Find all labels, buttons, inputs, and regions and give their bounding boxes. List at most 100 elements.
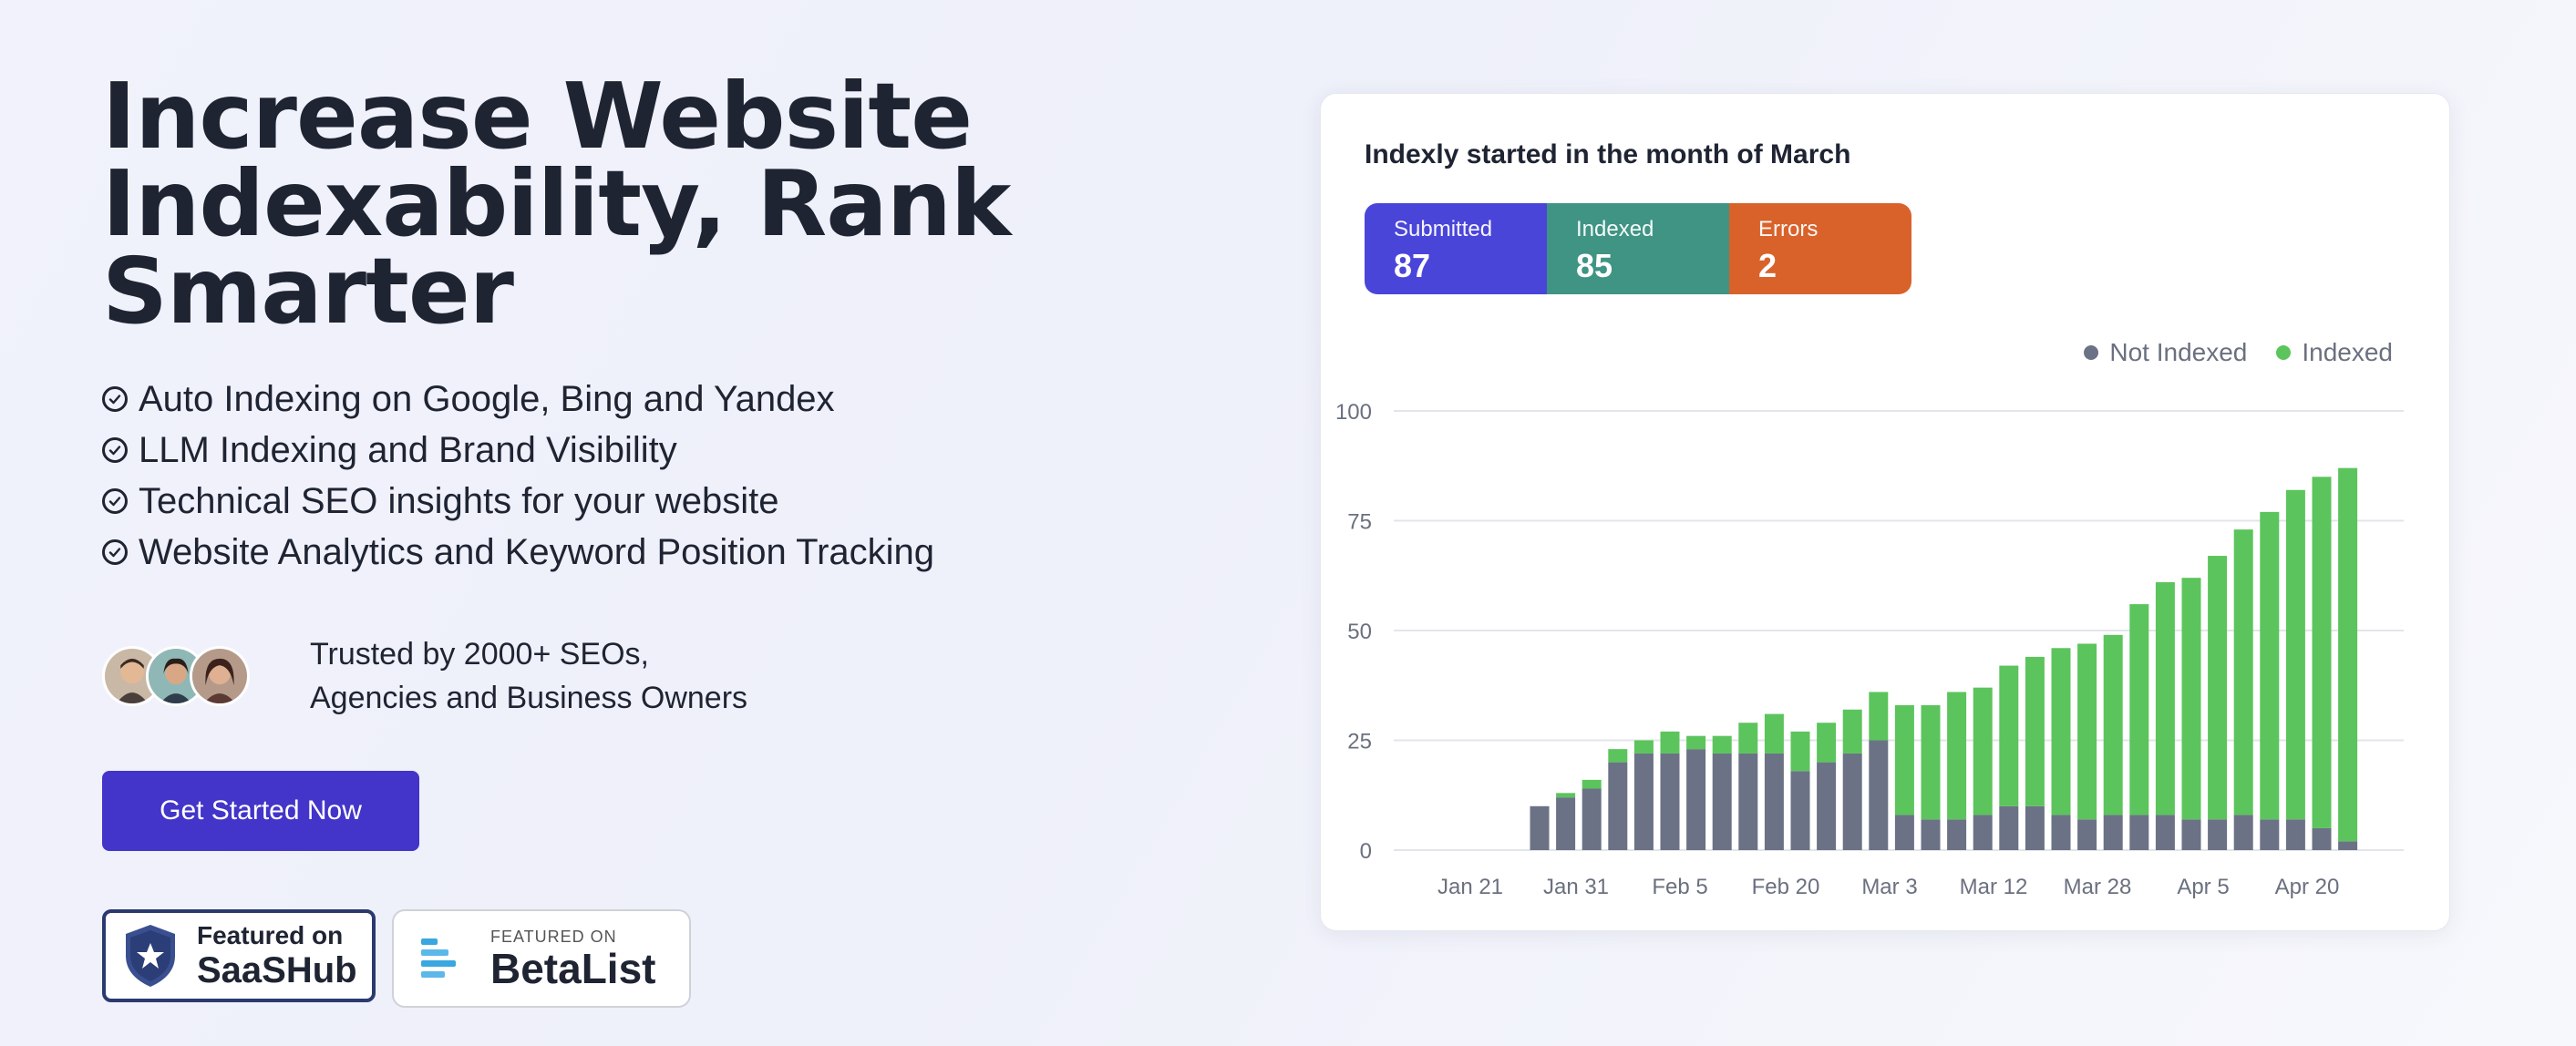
- saashub-name: SaaSHub: [197, 950, 357, 990]
- stat-value: 85: [1576, 247, 1613, 284]
- shield-star-icon: [126, 925, 175, 987]
- bar-not-indexed: [2077, 819, 2097, 850]
- bar-not-indexed: [2208, 819, 2228, 850]
- y-tick-label: 100: [1335, 400, 1372, 425]
- x-tick-label: Apr 5: [2177, 875, 2229, 899]
- y-tick-label: 50: [1347, 620, 1372, 644]
- bar-not-indexed: [1869, 740, 1889, 850]
- feature-item: Auto Indexing on Google, Bing and Yandex: [102, 374, 1287, 425]
- bar-not-indexed: [1894, 815, 1914, 850]
- bar-not-indexed: [1817, 762, 1837, 850]
- avatar: [146, 646, 206, 706]
- bar-indexed: [2129, 604, 2149, 815]
- betalist-label: FEATURED ON: [490, 928, 617, 946]
- headline-line-1: Increase Website: [102, 63, 973, 169]
- bar-not-indexed: [1712, 753, 1732, 850]
- feature-text: LLM Indexing and Brand Visibility: [139, 429, 677, 470]
- bar-not-indexed: [1686, 749, 1706, 850]
- get-started-button[interactable]: Get Started Now: [102, 771, 419, 851]
- trust-line-2: Agencies and Business Owners: [310, 681, 748, 715]
- bar-indexed: [1556, 793, 1576, 798]
- bar-indexed: [2338, 467, 2358, 842]
- stat-value: 87: [1394, 247, 1431, 284]
- bar-indexed: [2260, 511, 2280, 820]
- headline-line-2: Indexability, Rank Smarter: [102, 150, 1011, 344]
- bar-indexed: [1660, 731, 1680, 754]
- bar-not-indexed: [1921, 819, 1941, 850]
- legend-label: Not Indexed: [2109, 338, 2248, 366]
- stat-submitted: Submitted 87: [1365, 203, 1547, 294]
- avatar: [190, 646, 250, 706]
- bar-indexed: [1712, 735, 1732, 754]
- bar-not-indexed: [2312, 827, 2332, 850]
- feature-text: Auto Indexing on Google, Bing and Yandex: [139, 378, 835, 419]
- stat-label: Errors: [1758, 217, 1819, 241]
- stacked-bar-chart: 0 25 50 75 100 Jan 21 Jan 31 Feb 5 Feb 20 Mar 3 Ma…: [1335, 400, 2404, 899]
- y-tick-label: 0: [1360, 839, 1372, 864]
- x-tick-label: Mar 12: [1960, 875, 2028, 899]
- bar-not-indexed: [1738, 753, 1758, 850]
- x-tick-label: Jan 31: [1543, 875, 1609, 899]
- stats-bar: Submitted 87 Indexed 85 Errors 2: [1365, 203, 1911, 294]
- bar-not-indexed: [2233, 815, 2253, 850]
- bar-not-indexed: [1790, 771, 1810, 850]
- bar-not-indexed: [1608, 762, 1628, 850]
- betalist-logo-icon: [421, 938, 456, 978]
- stat-errors: Errors 2: [1729, 203, 1911, 294]
- bar-indexed: [1921, 704, 1941, 820]
- legend-label: Indexed: [2302, 338, 2393, 366]
- bar-indexed: [2103, 634, 2123, 815]
- betalist-badge[interactable]: FEATURED ON BetaList: [392, 909, 691, 1008]
- legend-item-indexed[interactable]: Indexed: [2276, 338, 2393, 367]
- chart-legend: Not Indexed Indexed: [2084, 338, 2393, 367]
- bar-not-indexed: [1947, 819, 1967, 850]
- x-tick-label: Mar 3: [1861, 875, 1917, 899]
- bar-indexed: [2077, 643, 2097, 820]
- x-tick-label: Apr 20: [2275, 875, 2340, 899]
- card-title: Indexly started in the month of March: [1365, 139, 1851, 169]
- avatar-group: [102, 646, 292, 706]
- bar-indexed: [1608, 749, 1628, 763]
- bar-indexed: [1633, 740, 1654, 754]
- feature-list: Auto Indexing on Google, Bing and Yandex…: [102, 374, 1287, 578]
- bar-not-indexed: [1530, 805, 1550, 850]
- x-tick-label: Mar 28: [2064, 875, 2132, 899]
- bar-not-indexed: [1582, 788, 1602, 850]
- check-circle-icon: [102, 539, 128, 565]
- bar-indexed: [1764, 713, 1784, 754]
- x-tick-label: Feb 20: [1752, 875, 1820, 899]
- saashub-badge[interactable]: Featured on SaaSHub: [102, 909, 376, 1002]
- bar-not-indexed: [2285, 819, 2305, 850]
- bar-not-indexed: [1973, 815, 1993, 850]
- bar-indexed: [2312, 477, 2332, 828]
- hero-section: Increase Website Indexability, Rank Smar…: [102, 63, 1287, 1008]
- page-title: Increase Website Indexability, Rank Smar…: [102, 63, 1287, 344]
- feature-text: Website Analytics and Keyword Position T…: [139, 531, 935, 572]
- feature-text: Technical SEO insights for your website: [139, 480, 779, 521]
- bar-indexed: [1790, 731, 1810, 772]
- bar-indexed: [1817, 723, 1837, 763]
- bar-indexed: [1999, 665, 2019, 806]
- legend-item-not-indexed[interactable]: Not Indexed: [2084, 338, 2247, 367]
- bar-indexed: [2208, 556, 2228, 820]
- check-circle-icon: [102, 437, 128, 463]
- bar-not-indexed: [2181, 819, 2201, 850]
- bar-indexed: [1973, 687, 1993, 815]
- bar-not-indexed: [2103, 815, 2123, 850]
- bar-not-indexed: [1633, 753, 1654, 850]
- check-circle-icon: [102, 488, 128, 514]
- bar-indexed: [1686, 735, 1706, 750]
- bar-indexed: [1582, 779, 1602, 789]
- legend-dot: [2276, 345, 2292, 360]
- trust-section: Trusted by 2000+ SEOs, Agencies and Busi…: [102, 632, 1287, 720]
- bar-not-indexed: [1556, 797, 1576, 850]
- bar-indexed: [2181, 578, 2201, 820]
- betalist-name: BetaList: [490, 945, 656, 992]
- feature-item: Website Analytics and Keyword Position T…: [102, 527, 1287, 578]
- bar-indexed: [1869, 692, 1889, 741]
- bar-not-indexed: [2129, 815, 2149, 850]
- bar-not-indexed: [1999, 805, 2019, 850]
- bar-not-indexed: [2051, 815, 2071, 850]
- legend-dot: [2084, 345, 2099, 360]
- bar-indexed: [1894, 704, 1914, 815]
